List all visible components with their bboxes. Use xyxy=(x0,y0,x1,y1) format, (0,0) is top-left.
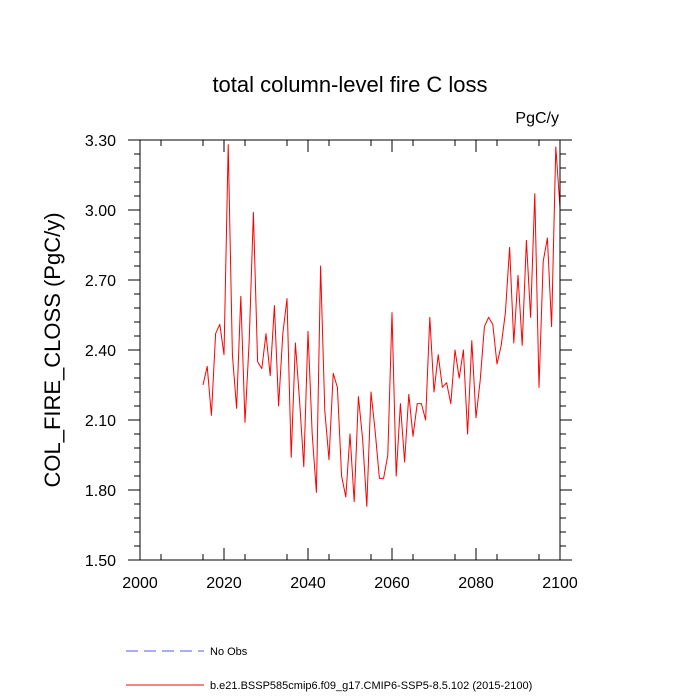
units-label: PgC/y xyxy=(515,110,559,127)
legend-label-model-run: b.e21.BSSP585cmip6.f09_g17.CMIP6-SSP5-8.… xyxy=(210,680,532,692)
legend: No Obs b.e21.BSSP585cmip6.f09_g17.CMIP6-… xyxy=(126,646,532,692)
plot-series xyxy=(202,144,561,507)
y-tick-label: 2.70 xyxy=(85,273,116,290)
x-tick-label: 2040 xyxy=(290,575,326,592)
y-axis-label: COL_FIRE_CLOSS (PgC/y) xyxy=(40,212,65,487)
axis-ticks xyxy=(128,139,572,561)
y-tick-label: 1.80 xyxy=(85,483,116,500)
y-tick-label: 2.10 xyxy=(85,413,116,430)
x-tick-label: 2000 xyxy=(122,575,158,592)
y-tick-label: 3.00 xyxy=(85,203,116,220)
x-tick-label: 2100 xyxy=(542,575,578,592)
legend-label-no-obs: No Obs xyxy=(210,646,248,658)
chart-title: total column-level fire C loss xyxy=(212,72,487,97)
plot-frame xyxy=(139,139,561,561)
y-tick-label: 1.50 xyxy=(85,553,116,570)
axis-tick-labels: 2000 2020 2040 2060 2080 2100 1.50 1.80 2.10 2.40… xyxy=(85,133,578,592)
series-line-model-run xyxy=(202,144,561,507)
x-tick-label: 2020 xyxy=(206,575,242,592)
y-tick-label: 3.30 xyxy=(85,133,116,150)
y-tick-label: 2.40 xyxy=(85,343,116,360)
x-tick-label: 2080 xyxy=(458,575,494,592)
x-tick-label: 2060 xyxy=(374,575,410,592)
